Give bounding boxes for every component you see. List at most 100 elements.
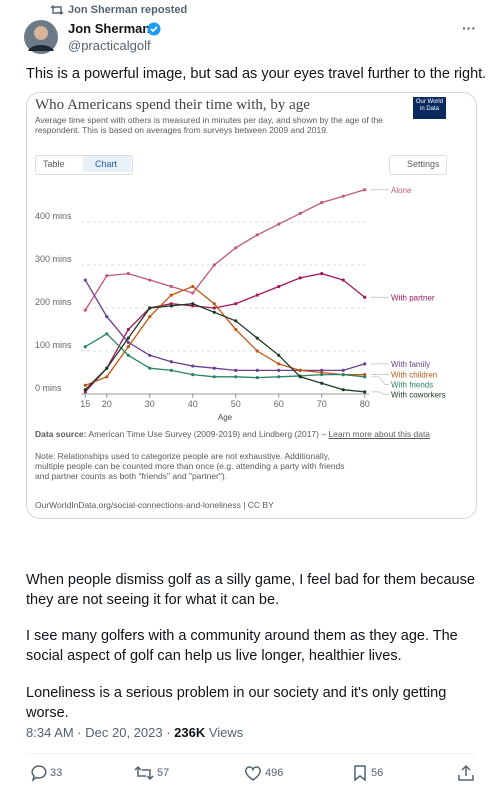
data-point [298, 211, 302, 215]
data-point [234, 246, 238, 250]
data-point [148, 366, 152, 370]
data-point [212, 306, 216, 310]
data-point [212, 310, 216, 314]
data-point [255, 233, 259, 237]
label-connector [371, 376, 389, 385]
data-point [191, 373, 195, 377]
data-point [191, 291, 195, 295]
data-point [148, 306, 152, 310]
chart-card[interactable]: Who Americans spend their time with, by … [26, 92, 477, 519]
data-point [277, 284, 281, 289]
data-point [105, 332, 109, 336]
data-point [234, 368, 238, 372]
data-point [277, 353, 281, 357]
data-point [234, 327, 238, 332]
chart-note: Note: Relationships used to categorize p… [35, 451, 345, 481]
y-tick-label: 0 mins [35, 383, 62, 393]
data-point [363, 295, 367, 299]
data-point [255, 336, 259, 340]
data-point [320, 201, 324, 205]
data-point [341, 388, 345, 392]
tab-chart[interactable]: Chart [95, 159, 118, 169]
data-point [298, 375, 302, 379]
data-point [148, 278, 152, 282]
source-link[interactable]: Learn more about this data [328, 429, 431, 439]
data-point [212, 263, 216, 267]
reply-icon[interactable] [30, 764, 48, 782]
data-point [105, 375, 109, 379]
data-point [126, 345, 130, 349]
tweet-text: This is a powerful image, but sad as you… [26, 66, 487, 82]
settings-button[interactable]: Settings [407, 159, 440, 169]
timestamp[interactable]: 8:34 AM · Dec 20, 2023 · [26, 725, 171, 740]
author-handle[interactable]: @practicalgolf [68, 38, 151, 53]
data-point [234, 302, 238, 306]
tweet-paragraph: Loneliness is a serious problem in our s… [26, 685, 447, 721]
x-tick-label: 40 [188, 399, 198, 409]
more-button[interactable]: ··· [462, 20, 476, 36]
data-point [320, 381, 324, 385]
data-point [191, 284, 195, 289]
data-point [169, 368, 173, 372]
data-point [105, 366, 109, 370]
series-label: With friends [391, 381, 433, 390]
bookmark-count: 56 [371, 767, 384, 779]
data-point [83, 383, 87, 387]
data-point [341, 194, 345, 198]
series-line [84, 303, 365, 393]
data-point [320, 373, 324, 377]
data-point [212, 302, 216, 306]
chart-subtitle: Average time spent with others is measur… [35, 115, 383, 135]
data-point [191, 364, 195, 368]
data-point [148, 353, 152, 357]
series-label: With children [391, 371, 437, 380]
like-icon[interactable] [244, 764, 262, 782]
chart-plot: 0 mins 100 mins 200 mins 300 mins 400 mins 15… [35, 186, 446, 422]
data-point [255, 349, 259, 353]
data-point [341, 278, 345, 282]
series-line [84, 279, 365, 371]
tab-bar [35, 155, 133, 175]
repost-button[interactable] [134, 764, 154, 782]
data-point [277, 362, 281, 366]
data-point [105, 274, 109, 278]
repost-count: 57 [157, 767, 170, 779]
source-text: American Time Use Survey (2009-2019) and… [88, 429, 327, 439]
tweet-paragraph: I see many golfers with a community arou… [26, 628, 458, 664]
verified-badge [147, 22, 161, 36]
series-label: With family [391, 360, 430, 369]
x-tick-label: 70 [317, 399, 327, 409]
data-point [277, 222, 281, 226]
repost-label: Jon Sherman reposted [68, 4, 188, 16]
data-point [298, 276, 302, 280]
data-point [234, 375, 238, 379]
owid-logo: Our World in Data [413, 97, 446, 119]
data-point [277, 375, 281, 379]
x-tick-label: 60 [274, 399, 284, 409]
y-tick-label: 100 mins [35, 340, 72, 350]
series-line [84, 189, 365, 311]
source-label: Data source: [35, 429, 87, 439]
data-point [83, 345, 87, 349]
series-label: Alone [391, 186, 412, 195]
avatar[interactable] [24, 20, 58, 54]
tab-table[interactable]: Table [43, 159, 65, 169]
bookmark-icon[interactable] [352, 764, 368, 782]
data-point [341, 373, 345, 377]
data-point [126, 272, 130, 276]
chart-url[interactable]: OurWorldInData.org/social-connections-an… [35, 500, 274, 510]
like-count: 496 [265, 767, 284, 779]
data-point [169, 304, 173, 308]
chart-title: Who Americans spend their time with, by … [35, 97, 310, 113]
repost-icon [50, 5, 64, 15]
series-line [84, 332, 365, 379]
data-point [169, 284, 173, 289]
data-point [126, 340, 130, 344]
views-count: 236K [174, 725, 206, 740]
share-icon[interactable] [457, 764, 475, 782]
data-point [212, 375, 216, 379]
data-point [363, 375, 367, 379]
author-name[interactable]: Jon Sherman [68, 21, 151, 36]
reply-count: 33 [50, 767, 63, 779]
